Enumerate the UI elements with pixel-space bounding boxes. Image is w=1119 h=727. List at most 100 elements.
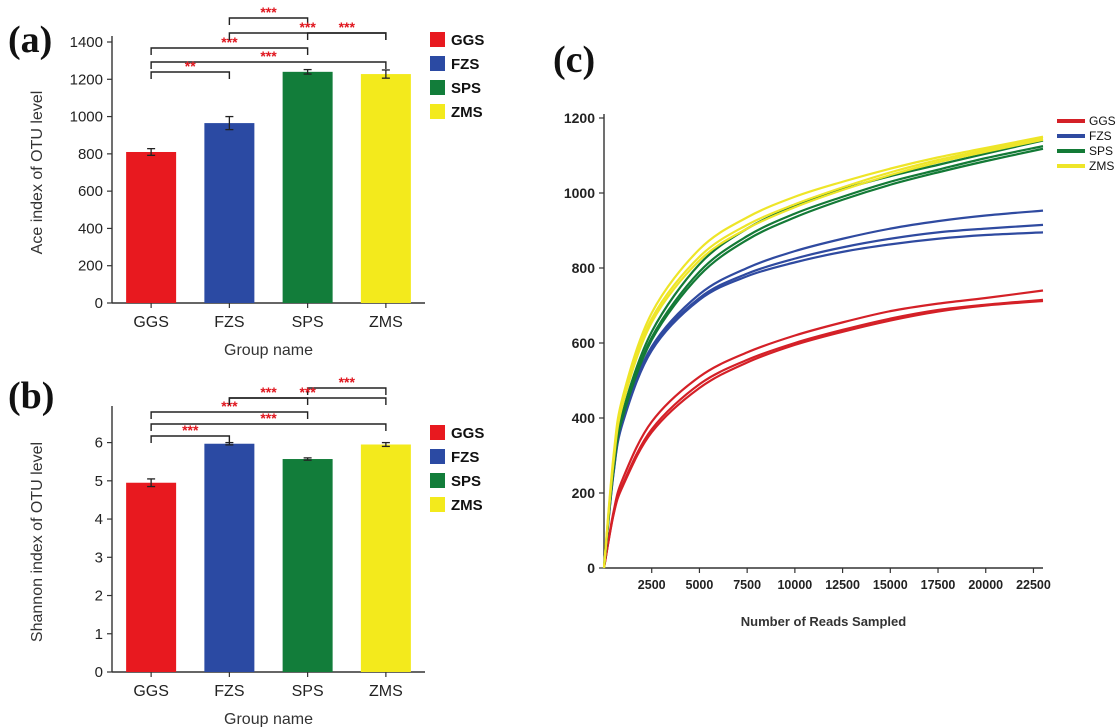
significance-label: *** [299, 19, 316, 35]
significance-bracket [306, 387, 387, 395]
significance-label: ** [185, 58, 196, 74]
x-tick-label: FZS [214, 683, 244, 700]
legend-swatch-sps [430, 473, 445, 488]
bar-sps [282, 71, 333, 303]
y-tick-label: 1200 [70, 71, 103, 88]
significance-label: *** [260, 48, 277, 64]
line-series-zms [602, 138, 1044, 569]
x-tick-label: GGS [133, 314, 169, 331]
y-tick-label: 1200 [564, 110, 595, 126]
line-series-sps [602, 145, 1044, 569]
legend-swatch-ggs [430, 425, 445, 440]
y-tick-label: 600 [572, 335, 596, 351]
significance-label: *** [221, 34, 238, 50]
x-tick-label: SPS [292, 683, 324, 700]
x-tick-label: ZMS [369, 314, 403, 331]
significance-bracket [150, 411, 309, 419]
legend-label: FZS [451, 56, 479, 73]
bar-sps [282, 459, 333, 672]
x-tick-label: ZMS [369, 683, 403, 700]
y-tick-label: 4 [95, 511, 103, 528]
bar-fzs [204, 123, 255, 303]
y-tick-label: 0 [587, 560, 595, 576]
bar-zms [360, 444, 411, 672]
y-tick-label: 6 [95, 435, 103, 452]
significance-label: *** [260, 384, 277, 400]
y-tick-label: 1400 [70, 34, 103, 51]
legend-label: ZMS [451, 497, 483, 514]
legend-label: FZS [451, 449, 479, 466]
y-tick-label: 800 [78, 146, 103, 163]
legend-swatch-fzs [430, 56, 445, 71]
x-tick-label: 5000 [686, 578, 714, 592]
y-tick-label: 1000 [564, 185, 595, 201]
y-tick-label: 400 [78, 220, 103, 237]
legend-label: GGS [451, 425, 484, 442]
significance-label: *** [260, 4, 277, 20]
y-tick-label: 2 [95, 588, 103, 605]
significance-label: *** [221, 398, 238, 414]
line-series-ggs [602, 299, 1044, 569]
x-tick-label: 20000 [968, 578, 1003, 592]
legend-swatch-zms [430, 497, 445, 512]
legend-label: SPS [451, 80, 481, 97]
line-series-ggs [602, 289, 1044, 569]
y-tick-label: 400 [572, 410, 596, 426]
legend-label: SPS [451, 473, 481, 490]
x-tick-label: SPS [292, 314, 324, 331]
x-tick-label: 22500 [1016, 578, 1051, 592]
y-tick-label: 0 [95, 664, 103, 681]
significance-bracket [150, 435, 231, 443]
legend-label: ZMS [451, 104, 483, 121]
bar-fzs [204, 443, 255, 672]
legend-label: FZS [1089, 129, 1112, 143]
y-tick-label: 5 [95, 473, 103, 490]
panel-label: (a) [8, 19, 52, 61]
line-series-ggs [602, 298, 1044, 569]
x-axis-title: Number of Reads Sampled [741, 614, 906, 629]
significance-label: *** [182, 422, 199, 438]
significance-label: *** [299, 384, 316, 400]
x-tick-label: GGS [133, 683, 169, 700]
legend-label: ZMS [1089, 159, 1114, 173]
significance-bracket [150, 61, 387, 69]
legend-swatch-ggs [430, 32, 445, 47]
x-axis-title: Group name [224, 711, 313, 727]
significance-bracket [150, 71, 231, 79]
x-tick-label: 10000 [777, 578, 812, 592]
legend-swatch-fzs [430, 449, 445, 464]
y-tick-label: 1000 [70, 109, 103, 126]
y-axis-title: Shannon index of OTU level [29, 442, 46, 642]
legend-swatch-sps [430, 80, 445, 95]
panel-label: (c) [553, 39, 595, 81]
significance-label: *** [339, 374, 356, 390]
bar-zms [360, 74, 411, 304]
x-tick-label: FZS [214, 314, 244, 331]
x-tick-label: 2500 [638, 578, 666, 592]
line-series-fzs [602, 209, 1044, 569]
y-tick-label: 600 [78, 183, 103, 200]
legend-label: GGS [451, 32, 484, 49]
x-tick-label: 12500 [825, 578, 860, 592]
legend-label: GGS [1089, 114, 1116, 128]
significance-bracket [228, 397, 387, 405]
x-axis-title: Group name [224, 342, 313, 359]
y-tick-label: 0 [95, 295, 103, 312]
x-tick-label: 7500 [733, 578, 761, 592]
significance-label: *** [339, 19, 356, 35]
panel-b-shannon-bar-chart: (b) 0 1 2 3 4 5 6 GGS FZS SPS ZMS Group name Shannon … [8, 374, 484, 727]
legend-swatch-zms [430, 104, 445, 119]
y-tick-label: 3 [95, 549, 103, 566]
line-series-zms [602, 135, 1044, 569]
y-tick-label: 200 [78, 258, 103, 275]
panel-label: (b) [8, 375, 54, 417]
line-series-fzs [602, 223, 1044, 569]
significance-bracket [150, 47, 309, 55]
y-tick-label: 800 [572, 260, 596, 276]
line-series-sps [602, 147, 1044, 569]
x-tick-label: 15000 [873, 578, 908, 592]
bar-ggs [126, 151, 177, 303]
legend-label: SPS [1089, 144, 1113, 158]
significance-bracket [228, 32, 387, 40]
